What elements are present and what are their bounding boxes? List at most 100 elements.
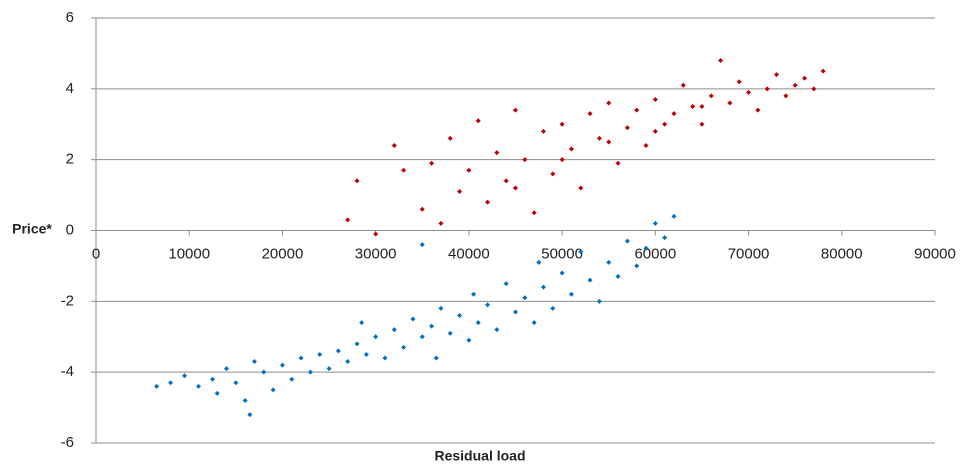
data-point (354, 341, 360, 347)
data-point (513, 185, 518, 191)
data-point (419, 334, 425, 340)
data-point (624, 238, 630, 244)
data-point (429, 160, 435, 166)
data-point (494, 150, 500, 156)
data-point (559, 270, 565, 276)
x-tick-label: 10000 (168, 245, 210, 262)
data-point (494, 327, 500, 333)
data-point (391, 143, 397, 148)
data-point (485, 302, 491, 308)
data-point (513, 309, 518, 315)
data-point (536, 259, 542, 265)
data-point (513, 107, 518, 113)
x-tick-label: 30000 (355, 245, 397, 262)
data-point (307, 369, 313, 375)
data-point (755, 107, 761, 113)
x-tick-label: 90000 (914, 245, 956, 262)
data-point (298, 355, 304, 361)
data-point (359, 320, 365, 326)
data-point (596, 298, 602, 304)
data-point (624, 125, 630, 131)
data-point (354, 178, 360, 184)
data-point (466, 167, 472, 173)
data-point (466, 337, 472, 343)
data-point (550, 305, 556, 311)
data-point (578, 249, 584, 255)
data-point (522, 157, 528, 163)
data-point (587, 277, 593, 283)
data-point (746, 89, 752, 95)
data-point (373, 334, 379, 340)
data-point (522, 295, 528, 301)
data-point (578, 185, 584, 191)
data-point (615, 160, 621, 166)
x-tick-label: 70000 (728, 245, 770, 262)
data-point (182, 373, 188, 379)
data-point (587, 111, 593, 117)
data-point (652, 96, 658, 102)
data-point (503, 178, 509, 184)
data-point (410, 316, 416, 322)
data-point (224, 366, 230, 372)
data-point (363, 351, 369, 357)
data-point (438, 305, 444, 311)
data-point (247, 412, 253, 418)
data-point (596, 135, 602, 141)
data-point (429, 323, 435, 329)
data-point (270, 387, 276, 393)
data-point (196, 383, 202, 389)
data-point (764, 86, 770, 92)
data-point (261, 369, 267, 375)
data-point (345, 217, 351, 223)
y-tick-label: -6 (61, 434, 74, 451)
data-point (774, 72, 780, 78)
data-point (382, 355, 388, 361)
data-point (662, 121, 668, 127)
data-point (419, 242, 425, 248)
data-point (471, 291, 477, 297)
data-point (801, 75, 807, 81)
data-point (634, 107, 640, 113)
data-point (475, 320, 481, 326)
data-point (652, 128, 658, 134)
data-point (419, 206, 425, 212)
data-point (540, 128, 546, 134)
data-point (438, 220, 444, 226)
data-point (671, 213, 677, 219)
data-point (643, 245, 649, 251)
data-point (559, 121, 565, 127)
data-point (233, 380, 239, 386)
data-point (727, 100, 733, 106)
data-point (531, 210, 537, 216)
x-tick-label: 80000 (821, 245, 863, 262)
y-tick-label: 0 (66, 221, 74, 238)
data-point (606, 259, 612, 265)
data-point (615, 274, 621, 280)
y-tick-label: 4 (66, 80, 74, 97)
data-point (433, 355, 439, 361)
data-point (251, 359, 257, 365)
data-point (811, 86, 817, 92)
data-point (326, 366, 332, 372)
data-point (643, 143, 649, 148)
data-point (671, 111, 677, 117)
y-axis-title: Price* (12, 221, 52, 237)
data-point (485, 199, 491, 205)
data-point (718, 58, 724, 63)
data-point (531, 320, 537, 326)
data-point (783, 93, 789, 99)
y-tick-label: -4 (61, 363, 74, 380)
data-point (457, 189, 463, 195)
data-point (792, 82, 798, 88)
data-point (475, 118, 481, 124)
data-point (568, 291, 574, 297)
data-point (634, 263, 640, 269)
data-point (559, 157, 565, 163)
data-point (699, 104, 705, 110)
x-tick-label: 50000 (541, 245, 583, 262)
data-point (606, 139, 612, 145)
data-point (820, 68, 826, 74)
data-point (680, 82, 686, 88)
data-point (401, 167, 407, 173)
